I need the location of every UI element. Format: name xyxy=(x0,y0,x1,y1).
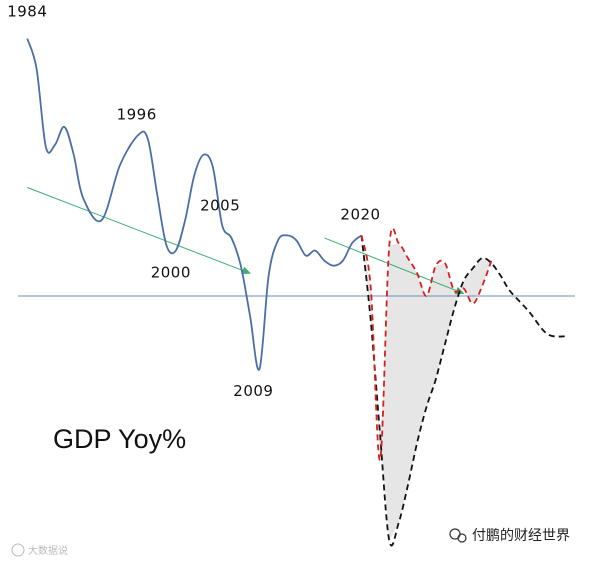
history-line xyxy=(26,38,363,371)
brand-icon xyxy=(11,543,25,557)
trend-arrow-1 xyxy=(27,187,252,275)
trend-arrow-2 xyxy=(324,237,465,295)
watermark-right-text: 付鹏的财经世界 xyxy=(472,528,570,544)
year-label-1984: 1984 xyxy=(7,3,47,21)
wechat-icon xyxy=(449,528,467,543)
watermark-right: 付鹏的财经世界 xyxy=(449,528,570,544)
year-label-2009: 2009 xyxy=(233,382,273,400)
watermark-left-text: 大数据说 xyxy=(28,544,68,557)
year-label-2000: 2000 xyxy=(151,264,191,282)
metric-label: GDP Yoy% xyxy=(53,424,186,454)
year-label-2005: 2005 xyxy=(200,196,240,214)
watermark-left: 大数据说 xyxy=(11,543,68,557)
year-label-2020: 2020 xyxy=(340,205,380,223)
year-label-1996: 1996 xyxy=(117,106,157,124)
scenario-shade xyxy=(361,235,492,541)
deep-recession-line xyxy=(360,235,566,547)
